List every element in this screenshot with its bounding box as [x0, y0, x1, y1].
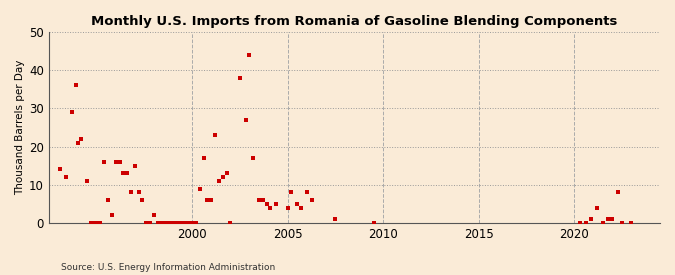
- Point: [122, 171, 132, 175]
- Point: [114, 160, 125, 164]
- Point: [234, 76, 245, 80]
- Point: [292, 202, 302, 206]
- Point: [282, 205, 293, 210]
- Point: [574, 221, 585, 225]
- Point: [99, 160, 109, 164]
- Title: Monthly U.S. Imports from Romania of Gasoline Blending Components: Monthly U.S. Imports from Romania of Gas…: [91, 15, 618, 28]
- Point: [130, 163, 140, 168]
- Point: [244, 53, 255, 57]
- Point: [133, 190, 144, 194]
- Point: [225, 221, 236, 225]
- Point: [148, 213, 159, 218]
- Point: [626, 221, 637, 225]
- Point: [187, 221, 198, 225]
- Point: [95, 221, 106, 225]
- Point: [368, 221, 379, 225]
- Point: [190, 221, 201, 225]
- Point: [254, 198, 265, 202]
- Point: [107, 213, 117, 218]
- Point: [66, 110, 77, 114]
- Point: [586, 217, 597, 221]
- Point: [240, 118, 251, 122]
- Point: [72, 141, 83, 145]
- Point: [202, 198, 213, 202]
- Point: [213, 179, 224, 183]
- Point: [607, 217, 618, 221]
- Point: [103, 198, 113, 202]
- Point: [171, 221, 182, 225]
- Point: [126, 190, 136, 194]
- Point: [183, 221, 194, 225]
- Point: [210, 133, 221, 137]
- Point: [164, 221, 175, 225]
- Point: [257, 198, 268, 202]
- Point: [603, 217, 614, 221]
- Point: [286, 190, 297, 194]
- Point: [118, 171, 129, 175]
- Point: [137, 198, 148, 202]
- Text: Source: U.S. Energy Information Administration: Source: U.S. Energy Information Administ…: [61, 263, 275, 272]
- Point: [176, 221, 186, 225]
- Point: [265, 205, 276, 210]
- Point: [110, 160, 121, 164]
- Point: [89, 221, 100, 225]
- Point: [613, 190, 624, 194]
- Point: [167, 221, 178, 225]
- Point: [261, 202, 272, 206]
- Point: [91, 221, 102, 225]
- Point: [194, 186, 205, 191]
- Y-axis label: Thousand Barrels per Day: Thousand Barrels per Day: [15, 60, 25, 195]
- Point: [86, 221, 97, 225]
- Point: [307, 198, 318, 202]
- Point: [76, 137, 87, 141]
- Point: [217, 175, 228, 179]
- Point: [160, 221, 171, 225]
- Point: [597, 221, 608, 225]
- Point: [580, 221, 591, 225]
- Point: [616, 221, 627, 225]
- Point: [198, 156, 209, 160]
- Point: [55, 167, 65, 172]
- Point: [141, 221, 152, 225]
- Point: [179, 221, 190, 225]
- Point: [301, 190, 312, 194]
- Point: [296, 205, 306, 210]
- Point: [61, 175, 72, 179]
- Point: [271, 202, 281, 206]
- Point: [248, 156, 259, 160]
- Point: [221, 171, 232, 175]
- Point: [70, 83, 81, 88]
- Point: [82, 179, 92, 183]
- Point: [330, 217, 341, 221]
- Point: [156, 221, 167, 225]
- Point: [206, 198, 217, 202]
- Point: [591, 205, 602, 210]
- Point: [153, 221, 163, 225]
- Point: [144, 221, 155, 225]
